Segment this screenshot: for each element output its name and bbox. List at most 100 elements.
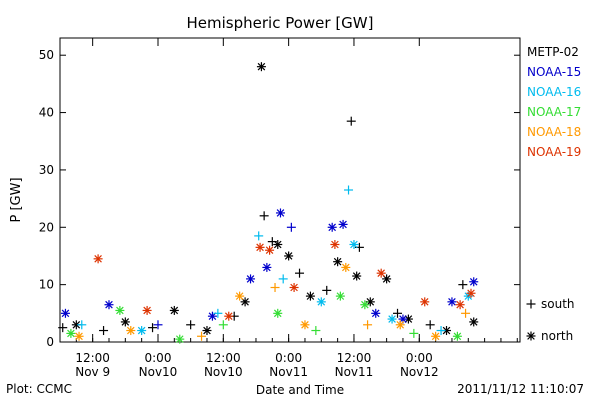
data-point [322, 285, 332, 295]
data-point [360, 300, 370, 310]
data-point [352, 271, 362, 281]
marker-legend-label: south [541, 297, 575, 311]
plot-source-label: Plot: CCMC [6, 382, 72, 396]
x-tick-label-time: 12:00 [206, 351, 241, 365]
data-point [93, 254, 103, 264]
plot-area [59, 37, 521, 343]
data-point [246, 274, 256, 284]
plot-timestamp: 2011/11/12 11:10:07 [457, 382, 584, 396]
x-tick-label-date: Nov10 [139, 365, 178, 379]
data-point [224, 311, 234, 321]
legend-entry: NOAA-18 [527, 125, 581, 139]
data-point [344, 185, 354, 195]
legend-entry: NOAA-19 [527, 145, 581, 159]
x-tick-label-time: 0:00 [145, 351, 172, 365]
data-point [202, 326, 212, 336]
data-point [142, 305, 152, 315]
data-point [58, 323, 68, 333]
data-point [403, 314, 413, 324]
y-tick-label: 40 [39, 106, 54, 120]
data-point [218, 320, 228, 330]
data-point [461, 308, 471, 318]
data-point [270, 283, 280, 293]
legend-entry: NOAA-17 [527, 105, 581, 119]
data-point [300, 320, 310, 330]
x-tick-label-date: Nov10 [204, 365, 243, 379]
data-point [66, 328, 76, 338]
y-axis-label: P [GW] [9, 177, 24, 222]
data-point [447, 297, 457, 307]
data-point [425, 320, 435, 330]
data-point [74, 331, 84, 341]
data-point [71, 320, 81, 330]
data-point [436, 326, 446, 336]
data-point [60, 308, 70, 318]
data-point [153, 320, 163, 330]
data-point [99, 326, 109, 336]
data-point [235, 291, 245, 301]
data-point [316, 297, 326, 307]
data-point [393, 308, 403, 318]
x-tick-label-time: 0:00 [406, 351, 433, 365]
data-point [126, 326, 136, 336]
marker-legend-entry: north [526, 329, 573, 343]
data-point [346, 116, 356, 126]
y-tick-label: 30 [39, 163, 54, 177]
x-tick-label-date: Nov12 [400, 365, 439, 379]
data-point [207, 311, 217, 321]
data-point [409, 328, 419, 338]
data-point [254, 231, 264, 241]
legend-entry: NOAA-15 [527, 65, 581, 79]
legend-entry: NOAA-16 [527, 85, 581, 99]
data-point [363, 320, 373, 330]
data-point [341, 262, 351, 272]
data-point [327, 222, 337, 232]
data-point [431, 331, 441, 341]
legend: METP-02 NOAA-15 NOAA-16 NOAA-17 NOAA-18 NOAA-… [526, 45, 581, 343]
data-point [469, 277, 479, 287]
data-point [466, 288, 476, 298]
data-point [330, 239, 340, 249]
marker-legend-entry: south [526, 297, 575, 311]
y-tick-label: 50 [39, 48, 54, 62]
data-point [284, 251, 294, 261]
data-point [275, 208, 285, 218]
data-point [255, 242, 265, 252]
data-point [338, 219, 348, 229]
data-point [186, 320, 196, 330]
x-tick-label-date: Nov 9 [75, 365, 110, 379]
y-tick-label: 10 [39, 278, 54, 292]
chart-title: Hemispheric Power [GW] [187, 14, 374, 32]
x-tick-label-time: 12:00 [75, 351, 110, 365]
data-point [420, 297, 430, 307]
data-point [452, 331, 462, 341]
data-point [259, 211, 269, 221]
data-point [455, 300, 465, 310]
data-point [371, 308, 381, 318]
data-point [262, 262, 272, 272]
data-point [77, 320, 87, 330]
data-point [335, 291, 345, 301]
data-point [289, 283, 299, 293]
data-point [115, 305, 125, 315]
data-point [349, 239, 359, 249]
y-axis: 0 10 20 30 40 50 [39, 48, 520, 349]
data-point [286, 222, 296, 232]
data-point [256, 62, 266, 72]
data-point [104, 300, 114, 310]
data-point [273, 239, 283, 249]
data-point [120, 317, 130, 327]
data-point [148, 323, 158, 333]
data-point [387, 314, 397, 324]
data-point [469, 317, 479, 327]
x-tick-label-date: Nov11 [335, 365, 374, 379]
data-point [395, 320, 405, 330]
data-point [137, 326, 147, 336]
data-point [273, 308, 283, 318]
data-point [169, 305, 179, 315]
y-tick-label: 0 [46, 335, 54, 349]
data-point [458, 280, 468, 290]
x-tick-label-time: 0:00 [275, 351, 302, 365]
